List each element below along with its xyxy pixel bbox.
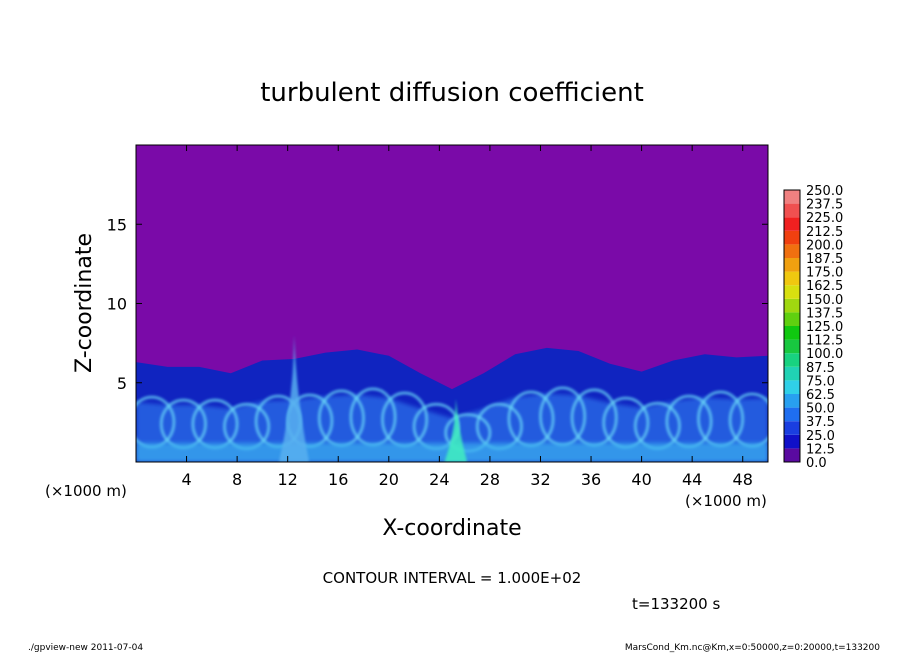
colorbar-label: 225.0 xyxy=(806,211,843,226)
colorbar-label: 250.0 xyxy=(806,184,843,199)
colorbar-label: 50.0 xyxy=(806,402,835,417)
colorbar-swatch xyxy=(784,421,800,435)
colorbar-label: 200.0 xyxy=(806,238,843,253)
y-tick-label: 5 xyxy=(117,374,127,393)
colorbar-frame xyxy=(783,189,801,463)
colorbar-label: 162.5 xyxy=(806,279,843,294)
colorbar-label: 112.5 xyxy=(806,334,843,349)
y-axis-label: Z-coordinate xyxy=(72,233,97,373)
x-tick-label: 32 xyxy=(530,470,550,489)
colorbar-label: 150.0 xyxy=(806,293,843,308)
colorbar-swatch xyxy=(784,217,800,231)
x-tick-label: 16 xyxy=(328,470,348,489)
colorbar-swatch xyxy=(784,353,800,367)
contour-interval-label: CONTOUR INTERVAL = 1.000E+02 xyxy=(323,569,582,587)
x-tick-label: 28 xyxy=(480,470,500,489)
x-tick-label: 44 xyxy=(682,470,702,489)
footer-left: ./gpview-new 2011-07-04 xyxy=(28,643,143,653)
x-tick-label: 48 xyxy=(733,470,753,489)
colorbar-swatch xyxy=(784,298,800,313)
colorbar-swatch xyxy=(784,244,800,258)
colorbar-swatch xyxy=(784,203,800,218)
x-tick-label: 24 xyxy=(429,470,449,489)
colorbar-label: 175.0 xyxy=(806,266,843,281)
x-tick-label: 12 xyxy=(278,470,298,489)
colorbar-swatch xyxy=(784,312,800,326)
x-tick-label: 36 xyxy=(581,470,601,489)
colorbar-label: 125.0 xyxy=(806,320,843,335)
colorbar-swatch xyxy=(784,339,800,354)
colorbar-label: 62.5 xyxy=(806,388,835,403)
colorbar-label: 25.0 xyxy=(806,429,835,444)
colorbar-label: 37.5 xyxy=(806,415,835,430)
colorbar-swatch xyxy=(784,434,800,449)
y-tick-label: 15 xyxy=(107,215,127,234)
x-unit-label-right: (×1000 m) xyxy=(685,492,767,510)
plot-area xyxy=(136,145,768,462)
colorbar-swatch xyxy=(784,394,800,408)
colorbar-swatch xyxy=(784,407,800,422)
colorbar-label: 100.0 xyxy=(806,347,843,362)
colorbar-swatch xyxy=(784,285,800,299)
time-label: t=133200 s xyxy=(632,595,720,613)
colorbar-swatch xyxy=(784,258,800,272)
y-axis-ticks: 5 10 15 xyxy=(107,215,768,393)
colorbar-label: 187.5 xyxy=(806,252,843,267)
colorbar-swatch xyxy=(784,366,800,381)
colorbar-swatch xyxy=(784,271,800,286)
colorbar-label: 87.5 xyxy=(806,361,835,376)
x-axis-label: X-coordinate xyxy=(382,516,521,541)
colorbar-swatch xyxy=(784,190,800,204)
colorbar-label: 0.0 xyxy=(806,456,827,471)
plume xyxy=(444,398,468,462)
y-tick-label: 10 xyxy=(107,295,127,314)
colorbar-swatch xyxy=(784,326,800,340)
footer-right: MarsCond_Km.nc@Km,x=0:50000,z=0:20000,t=… xyxy=(625,643,880,653)
plume xyxy=(278,335,310,462)
colorbar: 0.012.525.037.550.062.575.087.5100.0112.… xyxy=(783,184,843,471)
colorbar-label: 237.5 xyxy=(806,198,843,213)
x-tick-label: 8 xyxy=(232,470,242,489)
turbulent-field xyxy=(136,335,768,462)
chart-title: turbulent diffusion coefficient xyxy=(260,78,644,108)
colorbar-swatch xyxy=(784,230,800,245)
colorbar-label: 212.5 xyxy=(806,225,843,240)
x-tick-label: 4 xyxy=(181,470,191,489)
colorbar-swatch xyxy=(784,380,800,394)
colorbar-label: 75.0 xyxy=(806,374,835,389)
colorbar-label: 12.5 xyxy=(806,442,835,457)
x-unit-label-left: (×1000 m) xyxy=(45,482,127,500)
x-axis-ticks: 4 8 12 16 20 24 28 32 36 40 44 48 xyxy=(181,145,753,489)
colorbar-label: 137.5 xyxy=(806,306,843,321)
x-tick-label: 20 xyxy=(379,470,399,489)
x-tick-label: 40 xyxy=(631,470,651,489)
colorbar-swatch xyxy=(784,448,800,462)
